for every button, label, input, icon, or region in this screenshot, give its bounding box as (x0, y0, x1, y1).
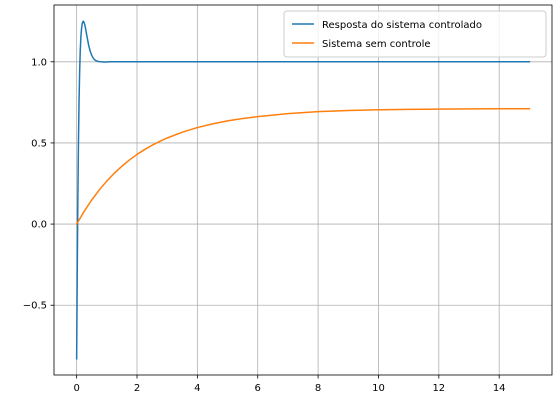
plot-area (54, 5, 552, 375)
series-layer (75, 20, 531, 360)
y-tick-label: 1.0 (31, 57, 47, 68)
legend-label-1: Resposta do sistema controlado (322, 20, 482, 31)
legend-label-2: Sistema sem controle (322, 39, 431, 50)
x-tick-label: 2 (134, 383, 140, 394)
x-tick-label: 4 (194, 383, 200, 394)
legend: Resposta do sistema controlado Sistema se… (283, 10, 547, 58)
x-tick-label: 6 (255, 383, 261, 394)
x-tick-label: 12 (432, 383, 445, 394)
ticks: 0 2 4 6 8 10 12 14 −0.5 0.0 0.5 1.0 (23, 57, 506, 394)
y-tick-label: 0.0 (31, 220, 47, 231)
x-tick-label: 8 (315, 383, 321, 394)
series-line-1 (75, 20, 531, 360)
series-line-2 (75, 108, 531, 226)
axes-frame (53, 4, 553, 376)
x-tick-label: 10 (372, 383, 385, 394)
grid (54, 5, 552, 375)
legend-box (283, 10, 547, 58)
x-tick-label: 14 (493, 383, 506, 394)
y-tick-label: 0.5 (31, 138, 47, 149)
x-tick-label: 0 (73, 383, 79, 394)
y-tick-label: −0.5 (23, 301, 47, 312)
